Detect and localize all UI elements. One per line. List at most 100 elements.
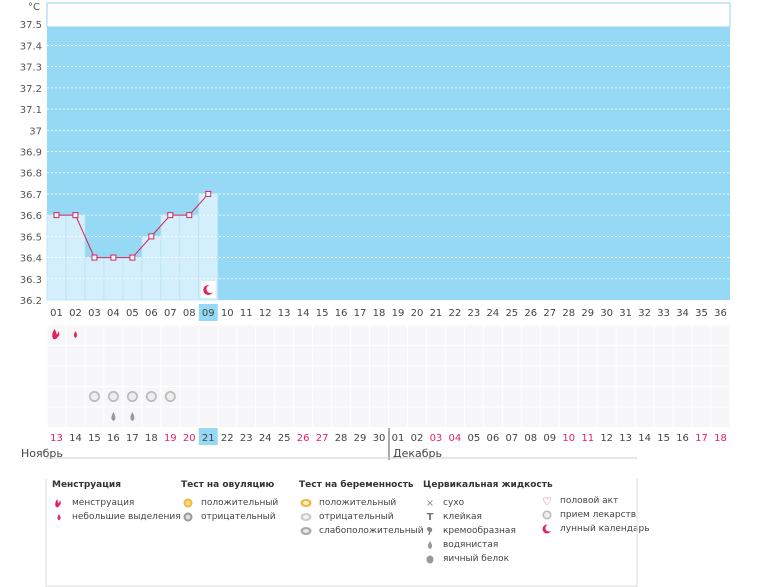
- symptom-cell: [540, 325, 559, 345]
- symptom-cell: [370, 407, 388, 427]
- symptom-cell: [483, 407, 502, 427]
- cycle-day-label: 15: [316, 308, 329, 319]
- symptom-cell: [597, 346, 616, 366]
- y-tick-label: 36.7: [20, 190, 42, 201]
- symptom-cell: [313, 366, 332, 386]
- symptom-cell: [256, 366, 275, 386]
- symptom-cell: [199, 387, 218, 407]
- watery-icon: [423, 540, 437, 550]
- date-label: 02: [411, 433, 424, 444]
- symptom-cell: [616, 325, 635, 345]
- symptom-cell: [464, 366, 483, 386]
- symptom-cell: [540, 366, 559, 386]
- symptom-cell: [313, 325, 332, 345]
- ovulation-positive-icon: [181, 498, 195, 508]
- legend-ovulation-positive: положительный: [201, 498, 279, 508]
- pregnancy-weak-icon: [299, 526, 313, 536]
- symptom-cell: [540, 407, 559, 427]
- cycle-day-label: 06: [145, 308, 158, 319]
- symptom-cell: [635, 325, 654, 345]
- y-tick-label: 37: [29, 126, 42, 137]
- symptom-cell: [389, 407, 407, 427]
- symptom-cell: [66, 387, 85, 407]
- date-label: 25: [278, 433, 291, 444]
- legend-medication: прием лекарств: [560, 510, 637, 520]
- symptom-cell: [502, 407, 521, 427]
- symptom-cell: [464, 325, 483, 345]
- temperature-point: [53, 212, 60, 219]
- symptom-cell: [635, 407, 654, 427]
- symptom-cell: [426, 407, 445, 427]
- symptom-cell: [256, 407, 275, 427]
- cycle-day-label: 07: [164, 308, 177, 319]
- temperature-point: [148, 233, 155, 240]
- symptom-cell: [218, 407, 237, 427]
- cycle-day-label: 12: [259, 308, 272, 319]
- symptom-cell: [351, 325, 370, 345]
- legend-pregnancy-negative: отрицательный: [319, 512, 394, 522]
- symptom-cell: [47, 407, 66, 427]
- symptom-cell: [389, 366, 407, 386]
- symptom-cell: [123, 366, 142, 386]
- pill-icon-inner: [128, 392, 137, 401]
- symptom-cell: [464, 346, 483, 366]
- y-tick-label: 36.5: [20, 232, 42, 243]
- symptom-cell: [407, 325, 426, 345]
- date-label: 14: [69, 433, 82, 444]
- legend-pregnancy-title: Тест на беременность: [299, 480, 414, 490]
- date-label: 24: [259, 433, 272, 444]
- date-label: 07: [505, 433, 518, 444]
- symptom-cell: [389, 325, 407, 345]
- symptom-cell: [161, 366, 180, 386]
- date-label: 18: [145, 433, 158, 444]
- cycle-day-label: 16: [335, 308, 348, 319]
- y-tick-label: 37.2: [20, 84, 42, 95]
- symptom-cell: [445, 366, 464, 386]
- y-tick-label: 37.3: [20, 63, 42, 74]
- date-label: 03: [430, 433, 443, 444]
- symptom-cell: [464, 407, 483, 427]
- date-label: 08: [524, 433, 537, 444]
- symptom-cell: [237, 325, 256, 345]
- legend-creamy: кремообразная: [443, 526, 516, 536]
- date-label: 05: [468, 433, 481, 444]
- pill-icon: [540, 510, 554, 520]
- date-label: 19: [164, 433, 177, 444]
- temperature-point: [129, 254, 136, 261]
- symptom-cell: [275, 407, 294, 427]
- legend-menstruation: Менструация менструация небольшие выделе…: [52, 480, 181, 524]
- date-label: 10: [562, 433, 575, 444]
- ovulation-negative-icon: [181, 512, 195, 522]
- symptom-cell: [199, 325, 218, 345]
- symptom-cell: [85, 346, 104, 366]
- symptom-cell: [294, 346, 313, 366]
- symptom-cell: [407, 346, 426, 366]
- symptom-cell: [483, 346, 502, 366]
- symptom-cell: [635, 366, 654, 386]
- symptom-cell: [711, 366, 730, 386]
- cycle-day-label: 33: [657, 308, 670, 319]
- pill-icon-inner: [166, 392, 175, 401]
- symptom-cell: [673, 407, 692, 427]
- legend-ovulation-negative: отрицательный: [201, 512, 276, 522]
- pregnancy-positive-icon: [299, 498, 313, 508]
- symptom-cell: [654, 407, 673, 427]
- symptom-cell: [47, 366, 66, 386]
- cycle-day-label: 11: [240, 308, 253, 319]
- legend-spotting-label: небольшие выделения: [72, 512, 181, 522]
- symptom-cell: [85, 325, 104, 345]
- symptom-cell: [521, 387, 540, 407]
- symptom-cell: [426, 325, 445, 345]
- date-label: 13: [619, 433, 632, 444]
- symptom-cell: [332, 407, 351, 427]
- symptom-cell: [445, 407, 464, 427]
- cycle-day-label: 35: [695, 308, 708, 319]
- y-tick-label: 36.9: [20, 148, 42, 159]
- symptom-cell: [616, 366, 635, 386]
- symptom-cell: [161, 325, 180, 345]
- symptom-cell: [275, 366, 294, 386]
- cycle-day-label: 30: [600, 308, 613, 319]
- symptom-cell: [370, 387, 388, 407]
- cycle-day-label: 19: [392, 308, 405, 319]
- dry-icon: ×: [425, 497, 435, 509]
